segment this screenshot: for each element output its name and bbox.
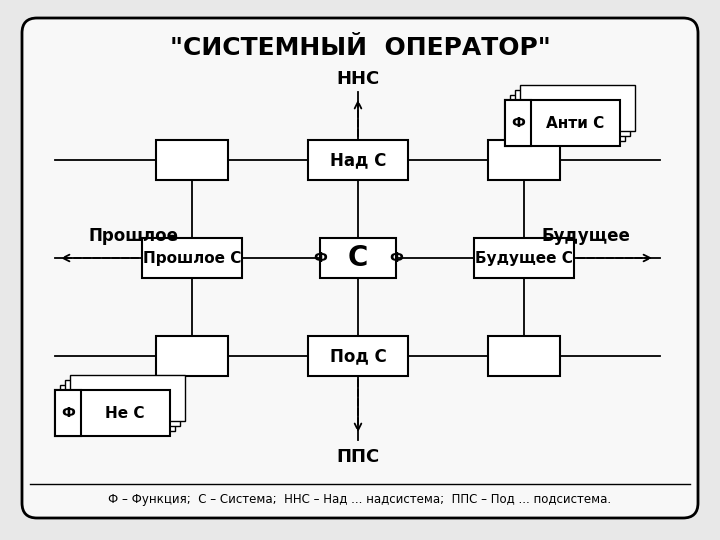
- Bar: [55, 390, 81, 436]
- Text: ННС: ННС: [336, 70, 379, 88]
- Bar: [488, 336, 560, 376]
- Bar: [505, 100, 620, 146]
- Bar: [510, 95, 625, 141]
- Text: Под С: Под С: [330, 347, 387, 365]
- Text: Над С: Над С: [330, 151, 386, 169]
- Text: Ф: Ф: [511, 116, 525, 130]
- Text: Ф: Ф: [389, 251, 403, 265]
- Bar: [515, 90, 630, 136]
- Bar: [70, 375, 185, 421]
- Text: "СИСТЕМНЫЙ  ОПЕРАТОР": "СИСТЕМНЫЙ ОПЕРАТОР": [170, 36, 550, 60]
- Bar: [308, 336, 408, 376]
- Bar: [156, 336, 228, 376]
- Bar: [474, 238, 574, 278]
- Text: ППС: ППС: [336, 448, 379, 466]
- Bar: [505, 100, 531, 146]
- Text: Ф: Ф: [313, 251, 327, 265]
- FancyBboxPatch shape: [22, 18, 698, 518]
- Text: Будущее: Будущее: [541, 227, 630, 245]
- Bar: [156, 140, 228, 180]
- Text: Не С: Не С: [105, 406, 145, 421]
- Text: Прошлое: Прошлое: [88, 227, 178, 245]
- Text: С: С: [348, 244, 368, 272]
- Text: Анти С: Анти С: [546, 116, 604, 131]
- Bar: [488, 140, 560, 180]
- Bar: [65, 380, 180, 426]
- Bar: [308, 140, 408, 180]
- Bar: [55, 390, 170, 436]
- Bar: [60, 385, 175, 431]
- Bar: [142, 238, 242, 278]
- Text: Ф: Ф: [61, 406, 75, 420]
- Bar: [320, 238, 396, 278]
- Text: Будущее С: Будущее С: [475, 251, 573, 266]
- Text: Ф – Функция;  С – Система;  ННС – Над ... надсистема;  ППС – Под ... подсистема.: Ф – Функция; С – Система; ННС – Над ... …: [109, 494, 611, 507]
- Bar: [520, 85, 635, 131]
- Text: Прошлое С: Прошлое С: [143, 251, 241, 266]
